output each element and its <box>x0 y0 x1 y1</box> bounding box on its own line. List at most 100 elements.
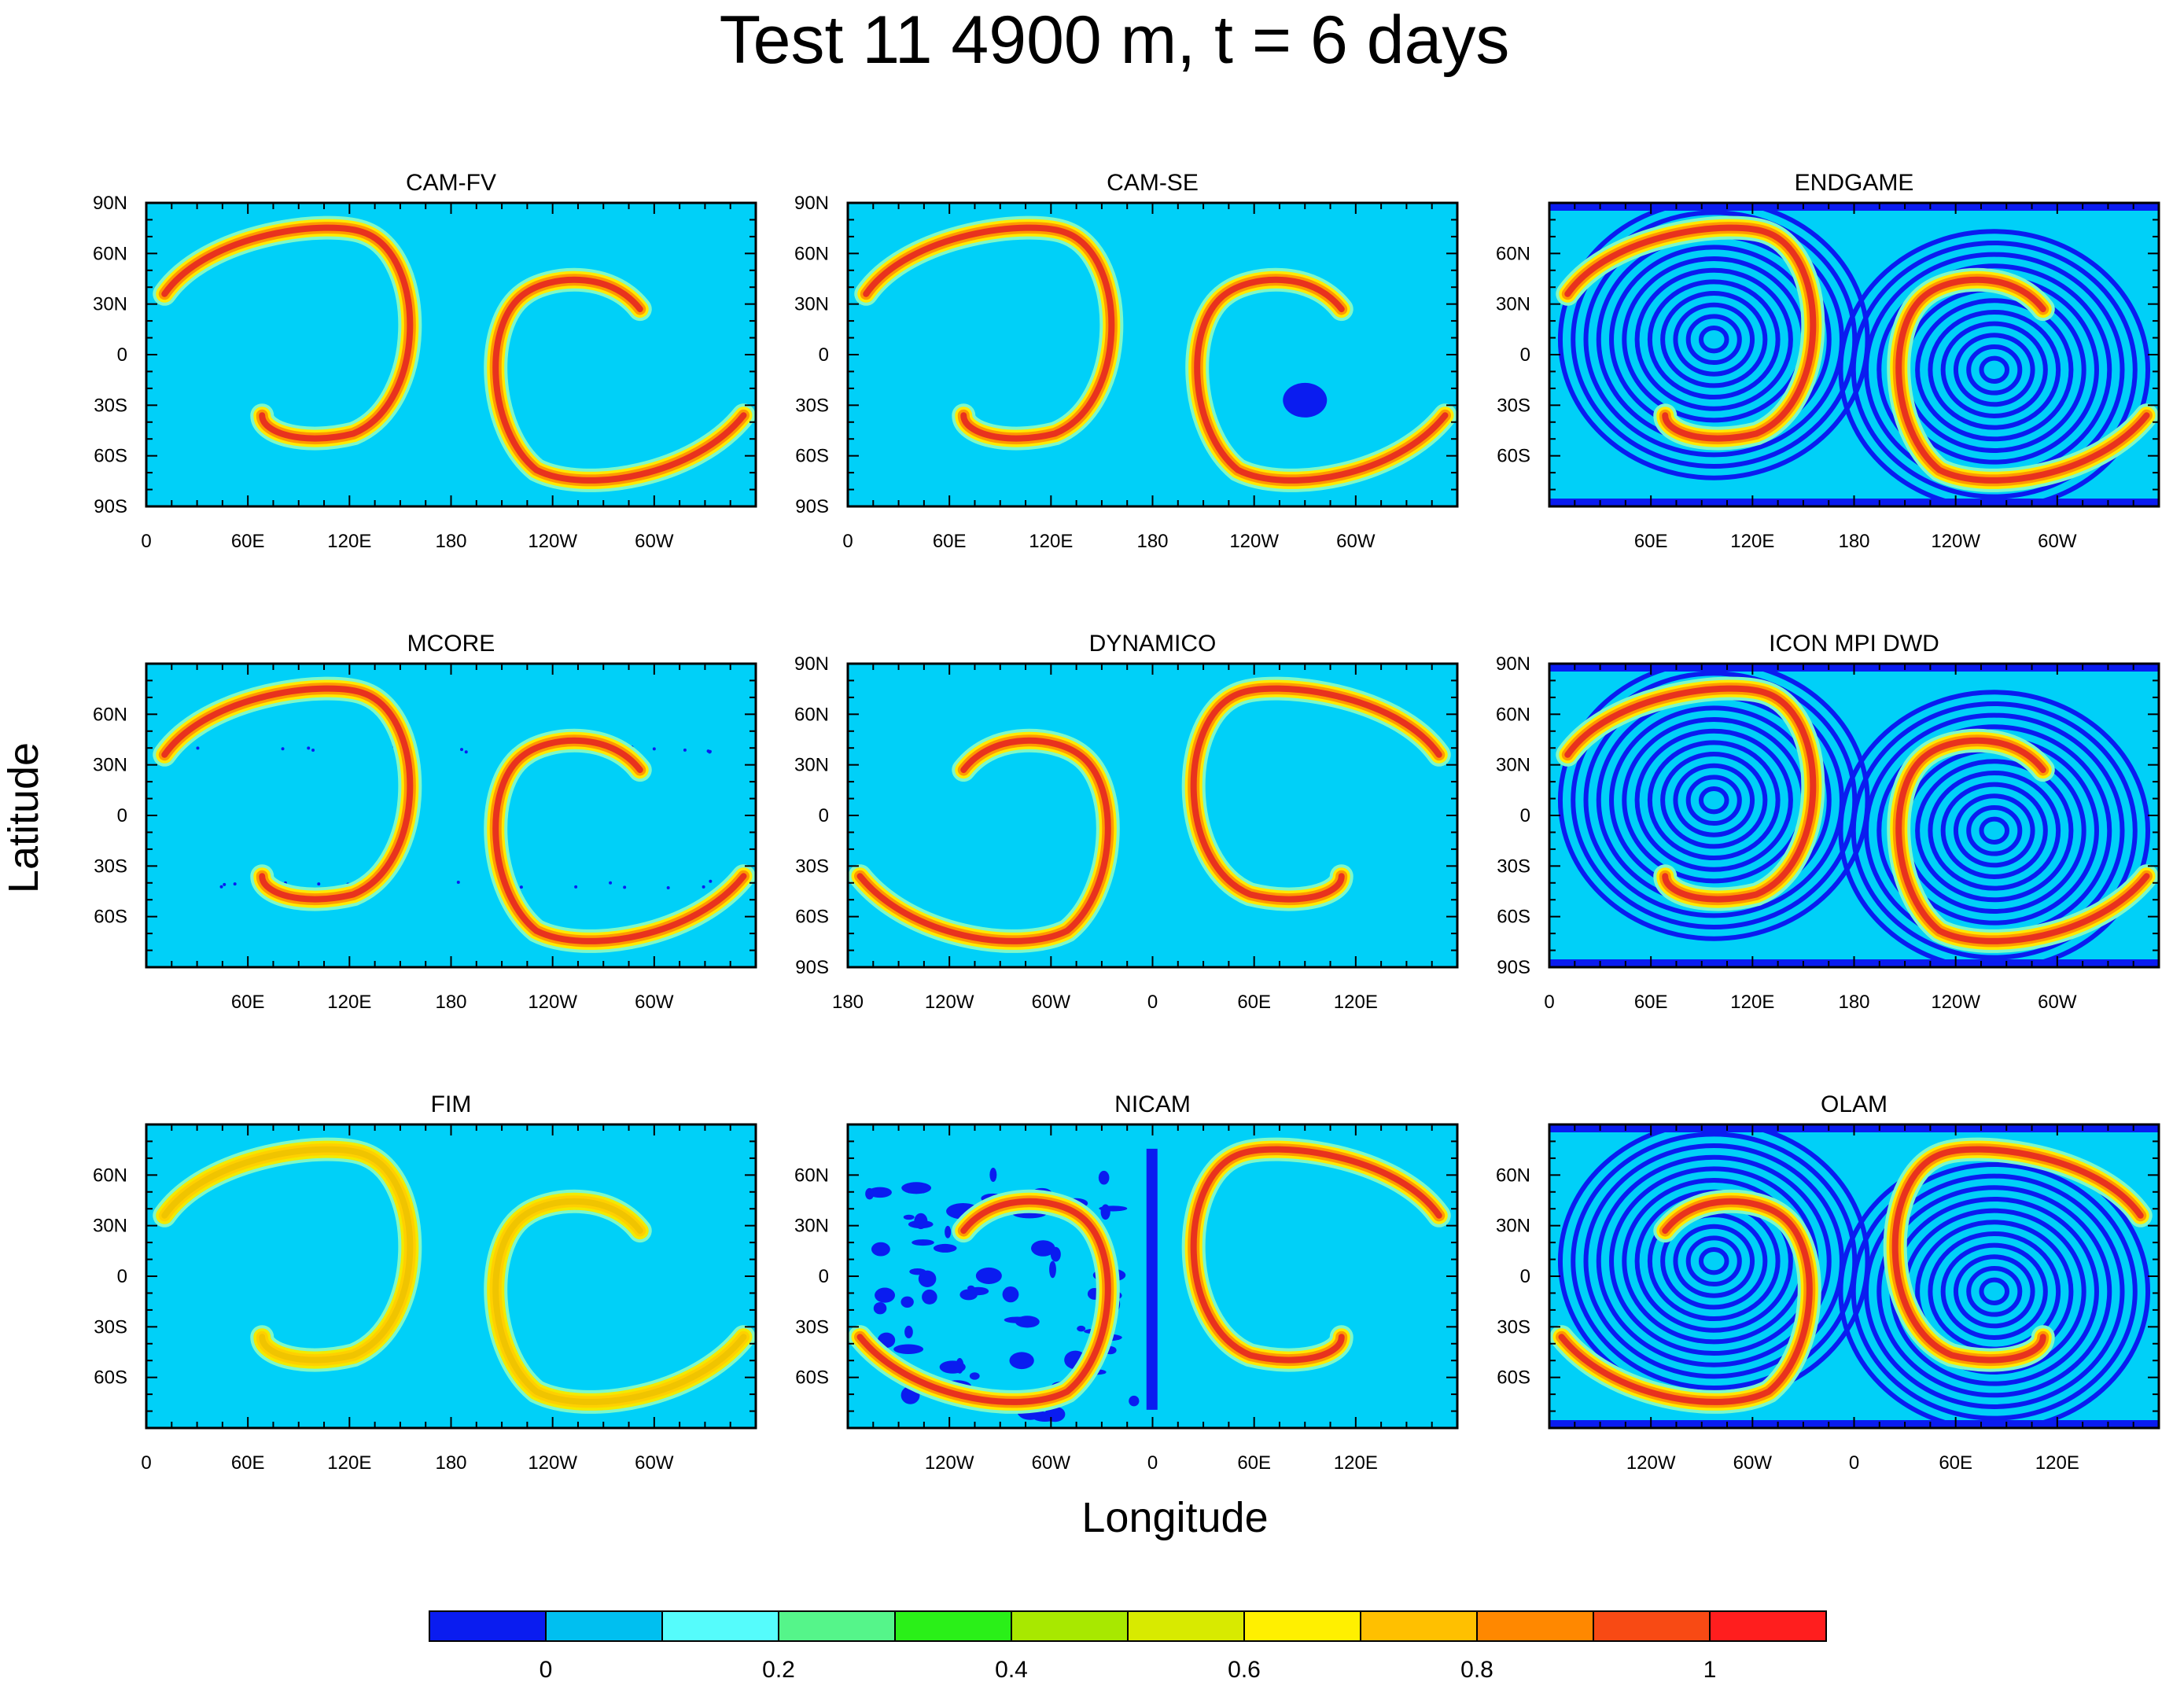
crescent-core <box>161 224 414 442</box>
y-tick-label: 60N <box>794 1165 829 1186</box>
x-tick-label: 60W <box>1336 531 1376 552</box>
crescent-core <box>1891 1146 2144 1364</box>
swirl-ring <box>1571 671 1858 930</box>
panel-title: ICON MPI DWD <box>1769 631 1939 657</box>
swirl-ring <box>1940 782 2048 879</box>
y-tick-label: 60N <box>794 243 829 264</box>
colorbar-swatch <box>1243 1610 1361 1642</box>
colorbar-swatch <box>894 1610 1012 1642</box>
y-tick-label: 60N <box>794 704 829 725</box>
panel-plot-area <box>146 1124 756 1428</box>
x-tick-label: 120E <box>1334 1452 1378 1474</box>
crescent-core <box>1558 1198 1813 1405</box>
tick-marks <box>1549 663 2160 968</box>
x-tick-label: 0 <box>1147 1452 1158 1474</box>
swirl-ring <box>1685 1235 1742 1287</box>
crescent-core <box>492 1198 747 1405</box>
x-tick-label: 60E <box>933 531 967 552</box>
noise-dot <box>702 885 705 889</box>
panel-nicam: NICAM 120W 60W 0 60E 120E 60N 30N 0 30S 60S <box>794 1091 1459 1474</box>
x-tick-label: 60W <box>1733 1452 1773 1474</box>
swirl-ring <box>1660 291 1768 388</box>
noise-patch <box>933 1243 957 1253</box>
panel-title: MCORE <box>407 631 495 657</box>
noise-dot <box>609 881 613 885</box>
swirl-ring <box>1966 344 2023 396</box>
noise-patch <box>975 1267 1002 1284</box>
y-tick-label: 30S <box>94 856 127 877</box>
panel-plot-area <box>1549 203 2159 506</box>
noise-patch <box>871 1242 890 1257</box>
swirl-ring <box>1647 740 1781 861</box>
colorbar-swatch <box>661 1610 779 1642</box>
x-tick-label: 120E <box>327 531 371 552</box>
noise-patch <box>956 1357 964 1374</box>
y-tick-label: 60N <box>93 704 127 725</box>
y-tick-label: 30N <box>794 755 829 776</box>
swirl-ring <box>1583 1143 1844 1379</box>
noise-dot <box>460 748 464 752</box>
y-tick-label: 0 <box>117 805 127 826</box>
x-tick-label: 120W <box>528 992 577 1013</box>
swirl-ring <box>1660 1213 1768 1310</box>
crescent-core <box>1895 737 2150 944</box>
y-tick-label: 30S <box>795 856 829 877</box>
crescent-core <box>1190 1146 1442 1364</box>
x-tick-label: 60W <box>635 992 674 1013</box>
crescent-core <box>1564 224 1817 442</box>
noise-patch <box>967 1285 975 1291</box>
y-tick-label: 0 <box>819 344 829 366</box>
panel-plot-area <box>848 664 1457 967</box>
noise-dot <box>281 747 285 751</box>
panel-title: CAM-SE <box>1107 170 1199 196</box>
crescent-core <box>492 737 747 944</box>
y-tick-label: 90N <box>794 653 829 675</box>
swirl-ring <box>1928 309 2061 430</box>
tracer-crescents <box>153 1137 756 1414</box>
tracer-crescents <box>848 1137 1451 1414</box>
swirl-ring <box>1571 1132 1858 1391</box>
swirl-ring <box>1571 210 1858 469</box>
y-tick-label: 60N <box>1496 243 1530 264</box>
noise-dot <box>317 882 321 886</box>
noise-dot <box>623 885 627 889</box>
crescent-core <box>161 1146 414 1364</box>
y-tick-label: 30S <box>94 395 127 416</box>
y-tick-label: 0 <box>1520 344 1530 366</box>
colorbar-swatch <box>1011 1610 1129 1642</box>
noise-patch <box>1129 1395 1140 1407</box>
panel-mcore: MCORE 60E 120E 180 120W 60W 60N 30N 0 30S 60S <box>93 631 757 1013</box>
swirl-ring <box>1698 1247 1729 1275</box>
noise-dot <box>464 750 468 754</box>
noise-patch <box>900 1296 914 1308</box>
tracer-crescents <box>854 215 1457 492</box>
noise-patch <box>904 1325 913 1338</box>
crescent-core <box>856 1198 1111 1405</box>
tick-marks <box>145 663 757 968</box>
y-tick-label: 0 <box>819 805 829 826</box>
swirl-ring <box>1940 321 2048 418</box>
x-tick-label: 120W <box>1626 1452 1676 1474</box>
y-tick-label: 30N <box>1496 1216 1530 1237</box>
x-tick-label: 120W <box>1931 992 1980 1013</box>
y-tick-label: 0 <box>819 1266 829 1287</box>
panel-fim: FIM 0 60E 120E 180 120W 60W 60N 30N 0 30S 60S <box>93 1091 757 1474</box>
x-tick-label: 120E <box>1730 531 1774 552</box>
swirl-ring <box>1864 1173 2125 1409</box>
noise-patch <box>1077 1325 1086 1332</box>
noise-patch <box>875 1287 896 1303</box>
x-tick-label: 180 <box>832 992 864 1013</box>
colorbar-tick-label: 0.8 <box>1460 1657 1493 1683</box>
swirl-ring <box>1634 267 1793 411</box>
crescent-core <box>1895 276 2150 484</box>
x-tick-label: 120E <box>1730 992 1774 1013</box>
x-axis-label: Longitude <box>1081 1494 1268 1541</box>
x-tick-label: 120W <box>1229 531 1279 552</box>
y-tick-label: 90N <box>1496 653 1530 675</box>
y-tick-label: 60S <box>795 1367 829 1389</box>
tick-marks <box>145 202 757 507</box>
swirl-ring <box>1979 355 2010 384</box>
colorbar-tick-label: 0.4 <box>995 1657 1028 1683</box>
swirl-ring <box>1940 1242 2048 1340</box>
y-axis-label: Latitude <box>0 742 47 893</box>
